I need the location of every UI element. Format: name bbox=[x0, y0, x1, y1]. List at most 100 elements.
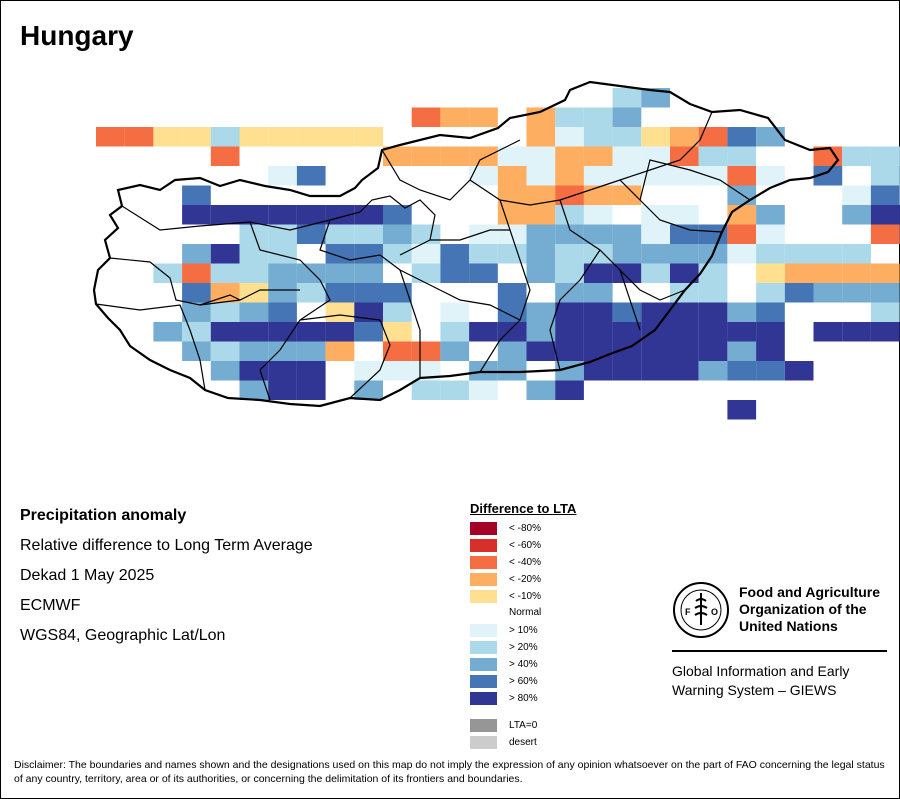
grid-cell bbox=[583, 146, 613, 166]
grid-cell bbox=[411, 146, 441, 166]
grid-cell bbox=[784, 244, 814, 264]
grid-cell bbox=[842, 244, 871, 264]
legend-label: > 20% bbox=[509, 641, 538, 653]
grid-cell bbox=[182, 302, 211, 322]
legend-item: < -80% bbox=[470, 521, 541, 535]
grid-cell bbox=[698, 302, 728, 322]
grid-cell bbox=[813, 283, 843, 303]
logo-letter-o: O bbox=[711, 607, 718, 617]
grid-cell bbox=[296, 380, 326, 400]
grid-cell bbox=[153, 263, 183, 283]
grid-cell bbox=[497, 322, 527, 342]
county-border bbox=[619, 179, 723, 233]
legend-swatch bbox=[470, 640, 497, 654]
grid-cell bbox=[354, 127, 383, 147]
grid-cell bbox=[296, 322, 326, 342]
grid-cell bbox=[182, 322, 211, 342]
anomaly-grid bbox=[96, 88, 900, 420]
grid-cell bbox=[268, 341, 297, 361]
grid-cell bbox=[612, 263, 642, 283]
grid-cell bbox=[440, 341, 470, 361]
grid-cell bbox=[411, 224, 441, 244]
grid-cell bbox=[612, 244, 642, 264]
grid-cell bbox=[842, 146, 871, 166]
county-border bbox=[399, 269, 421, 378]
grid-cell bbox=[612, 146, 642, 166]
grid-cell bbox=[583, 361, 613, 381]
grid-cell bbox=[555, 263, 584, 283]
legend-item: < -10% bbox=[470, 589, 541, 603]
grid-cell bbox=[641, 341, 670, 361]
grid-cell bbox=[813, 146, 843, 166]
grid-cell bbox=[440, 380, 470, 400]
grid-cell bbox=[469, 244, 498, 264]
county-border bbox=[199, 294, 241, 306]
grid-cell bbox=[641, 146, 670, 166]
legend-label: < -20% bbox=[509, 573, 541, 585]
grid-cell bbox=[239, 380, 269, 400]
legend-swatch bbox=[470, 657, 497, 671]
grid-cell bbox=[583, 185, 613, 205]
legend-swatch bbox=[470, 538, 497, 552]
grid-cell bbox=[583, 322, 613, 342]
grid-cell bbox=[526, 185, 556, 205]
grid-cell bbox=[670, 127, 699, 147]
grid-cell bbox=[96, 127, 125, 147]
grid-cell bbox=[526, 224, 556, 244]
legend-label: < -60% bbox=[509, 539, 541, 551]
grid-cell bbox=[784, 283, 814, 303]
grid-cell bbox=[239, 263, 269, 283]
grid-cell bbox=[239, 244, 269, 264]
grid-cell bbox=[583, 302, 613, 322]
legend-label: LTA=0 bbox=[509, 719, 538, 731]
grid-cell bbox=[497, 185, 527, 205]
grid-cell bbox=[239, 341, 269, 361]
grid-cell bbox=[497, 224, 527, 244]
county-border bbox=[469, 111, 713, 206]
grid-cell bbox=[296, 341, 326, 361]
grid-cell bbox=[555, 380, 584, 400]
grid-cell bbox=[383, 302, 412, 322]
fao-name: Food and Agriculture Organization of the… bbox=[739, 584, 880, 635]
grid-cell bbox=[268, 166, 297, 186]
grid-cell bbox=[612, 88, 642, 108]
grid-cell bbox=[383, 244, 412, 264]
grid-cell bbox=[383, 322, 412, 342]
legend-swatch bbox=[470, 735, 497, 749]
grid-cell bbox=[784, 263, 814, 283]
legend-swatch bbox=[470, 691, 497, 705]
grid-cell bbox=[555, 341, 584, 361]
grid-cell bbox=[296, 224, 326, 244]
grid-cell bbox=[210, 205, 240, 225]
grid-cell bbox=[727, 341, 757, 361]
grid-cell bbox=[182, 244, 211, 264]
grid-cell bbox=[296, 283, 326, 303]
county-border bbox=[639, 159, 751, 201]
grid-cell bbox=[268, 263, 297, 283]
grid-cell bbox=[440, 107, 470, 127]
fao-name-line: Food and Agriculture bbox=[739, 584, 881, 600]
grid-cell bbox=[612, 185, 642, 205]
grid-cell bbox=[641, 361, 670, 381]
grid-cell bbox=[670, 224, 699, 244]
grid-cell bbox=[583, 205, 613, 225]
legend-item: > 80% bbox=[470, 691, 538, 705]
grid-cell bbox=[555, 244, 584, 264]
legend-item: desert bbox=[470, 735, 537, 749]
grid-cell bbox=[583, 166, 613, 186]
grid-cell bbox=[497, 166, 527, 186]
grid-cell bbox=[497, 244, 527, 264]
grid-cell bbox=[182, 205, 211, 225]
giews-label: Global Information and Early Warning Sys… bbox=[672, 662, 849, 700]
grid-cell bbox=[670, 322, 699, 342]
legend-swatch bbox=[470, 555, 497, 569]
grid-cell bbox=[239, 127, 269, 147]
grid-cell bbox=[325, 322, 355, 342]
product-heading: Precipitation anomaly bbox=[20, 507, 187, 524]
grid-cell bbox=[440, 322, 470, 342]
grid-cell bbox=[698, 127, 728, 147]
legend-item: LTA=0 bbox=[470, 718, 537, 732]
grid-cell bbox=[727, 166, 757, 186]
grid-cell bbox=[698, 361, 728, 381]
grid-cell bbox=[268, 302, 297, 322]
